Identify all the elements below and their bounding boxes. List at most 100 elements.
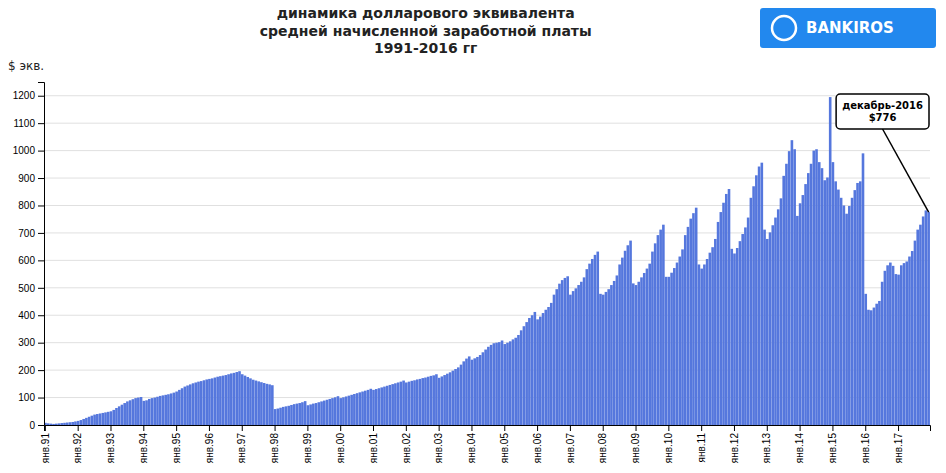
x-tick: янв.04 (466, 425, 477, 463)
bar (640, 277, 643, 425)
bar (230, 373, 233, 425)
bar (851, 198, 854, 425)
bar (189, 384, 192, 425)
bar (785, 164, 788, 425)
bar (216, 377, 219, 425)
bar (140, 397, 143, 425)
bar (197, 382, 200, 425)
annotation-leader (883, 129, 929, 212)
bar (244, 376, 247, 425)
x-tick: янв.14 (794, 425, 805, 463)
bar (908, 257, 911, 425)
bar (257, 381, 260, 425)
x-tick: янв.92 (72, 425, 83, 463)
x-tick-mark (603, 425, 604, 431)
bar (914, 241, 917, 425)
x-tick-mark (78, 425, 79, 431)
x-tick: янв.05 (499, 425, 510, 463)
x-tick-mark (110, 425, 111, 431)
y-tick: 1200 (13, 90, 44, 101)
x-tick-mark (832, 425, 833, 431)
title-line: динамика долларового эквивалента (277, 5, 575, 21)
bar (186, 385, 189, 425)
x-tick-mark (701, 425, 702, 431)
bar (268, 384, 271, 425)
grid (44, 96, 930, 425)
bar (82, 419, 85, 425)
bar (627, 245, 630, 425)
bar (886, 265, 889, 425)
bar (802, 195, 805, 425)
bar (673, 268, 676, 425)
bar (577, 285, 580, 425)
bar (616, 275, 619, 425)
y-tick-label: 200 (18, 365, 35, 376)
x-tick: янв.96 (204, 425, 215, 463)
x-tick-label: янв.99 (302, 433, 313, 464)
y-axis-title: $ экв. (8, 59, 44, 73)
bar (654, 243, 657, 425)
x-tick-label: янв.09 (630, 433, 641, 464)
bar (378, 388, 381, 425)
bar (832, 162, 835, 425)
bar (80, 420, 83, 425)
bar (112, 410, 115, 425)
bar (700, 269, 703, 425)
bar (369, 389, 372, 425)
x-tick: янв.02 (401, 425, 412, 463)
annotation: декабрь-2016$776 (836, 94, 929, 212)
y-tick-mark (38, 96, 44, 97)
bar (85, 418, 88, 425)
logo-icon (772, 16, 796, 40)
x-tick-mark (45, 425, 46, 431)
bar (681, 249, 684, 425)
x-tick: янв.12 (729, 425, 740, 463)
bar (859, 181, 862, 425)
x-tick-label: янв.08 (597, 433, 608, 464)
bar (400, 382, 403, 425)
y-tick-mark (38, 205, 44, 206)
bar (848, 206, 851, 425)
y-tick-mark (38, 123, 44, 124)
bar (637, 282, 640, 425)
x-tick-label: янв.93 (105, 433, 116, 464)
bar (175, 392, 178, 425)
x-tick-mark (865, 425, 866, 431)
bar (823, 180, 826, 425)
bar (394, 383, 397, 425)
x-tick-mark (471, 425, 472, 431)
bar (69, 422, 72, 425)
bar (60, 423, 63, 425)
y-tick-label: 800 (18, 200, 35, 211)
bar (93, 415, 96, 425)
bar (659, 230, 662, 425)
bar (465, 359, 468, 425)
bar (728, 189, 731, 425)
x-tick-mark (143, 425, 144, 431)
bar (58, 423, 61, 425)
y-tick-mark (38, 398, 44, 399)
y-tick: 900 (18, 173, 44, 184)
bar (564, 278, 567, 425)
bar (717, 222, 720, 425)
bar (695, 208, 698, 425)
bar (509, 341, 512, 425)
x-tick-label: янв.14 (794, 433, 805, 464)
bar (386, 386, 389, 425)
y-tick-label: 900 (18, 173, 35, 184)
bar (706, 259, 709, 425)
bar (137, 398, 140, 425)
grid-line (44, 123, 930, 124)
bar (761, 163, 764, 425)
y-tick-label: 400 (18, 310, 35, 321)
bar (225, 375, 228, 425)
bar (389, 385, 392, 425)
bar (684, 235, 687, 425)
y-tick-mark (38, 288, 44, 289)
bar (110, 411, 113, 425)
y-axis-line (38, 83, 45, 426)
bar (304, 401, 307, 425)
y-tick: 600 (18, 255, 44, 266)
bar (884, 271, 887, 425)
bar (367, 390, 370, 425)
